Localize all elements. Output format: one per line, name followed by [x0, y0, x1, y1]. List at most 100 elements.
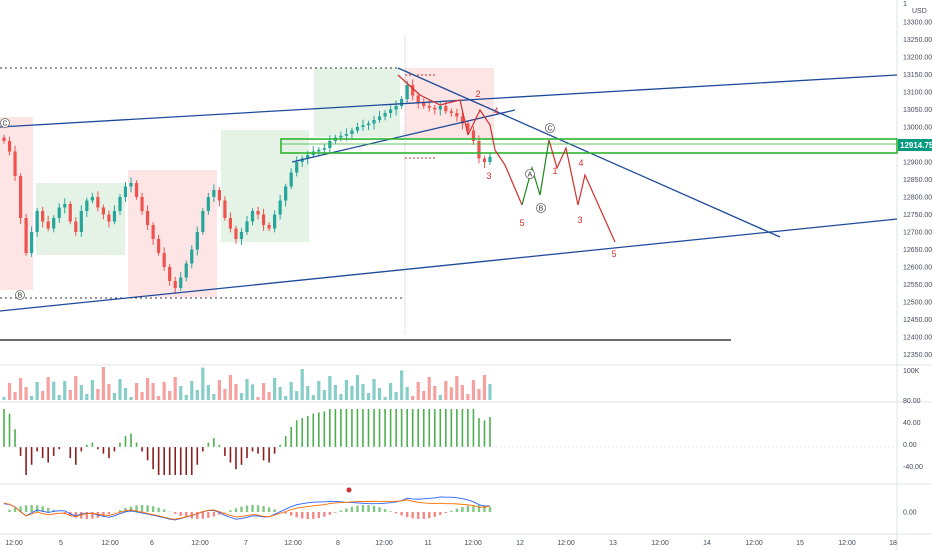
wave-label: 4	[578, 158, 583, 168]
oscillator-bar	[334, 409, 337, 447]
volume-bar	[190, 381, 194, 400]
macd-cross-dot	[346, 487, 352, 493]
volume-bar	[400, 370, 404, 400]
oscillator-bar	[351, 409, 353, 447]
volume-bar	[46, 377, 50, 400]
volume-bar	[460, 385, 464, 400]
oscillator-bar	[58, 447, 61, 450]
candle-body	[112, 211, 117, 222]
candle-body	[427, 106, 431, 108]
volume-bar	[350, 385, 354, 400]
oscillator-bar	[268, 447, 270, 463]
oscillator-bar	[213, 438, 215, 447]
macd-histogram-bar	[30, 505, 33, 512]
time-tick-label: 12:00	[745, 540, 763, 547]
highlight-zone	[128, 170, 217, 297]
wave-path-correction	[521, 139, 550, 206]
macd-histogram-bar	[107, 512, 111, 515]
volume-bar	[256, 397, 260, 400]
volume-bar	[289, 382, 293, 400]
candle-body	[195, 232, 199, 250]
candle-body	[212, 190, 216, 197]
candle-body	[350, 130, 354, 134]
macd-histogram-bar	[367, 505, 370, 512]
volume-bar	[145, 378, 150, 400]
oscillator-bar	[367, 409, 370, 447]
candle-body	[239, 232, 244, 239]
oscillator-bar	[74, 447, 77, 465]
candle-body	[118, 197, 122, 211]
volume-bar	[427, 377, 431, 400]
candle-body	[267, 225, 271, 229]
volume-bar	[18, 378, 23, 400]
volume-bar	[74, 376, 78, 400]
candle-body	[85, 200, 89, 211]
volume-bar	[140, 392, 144, 400]
volume-bar	[394, 392, 398, 400]
macd-histogram-bar	[466, 505, 470, 512]
candle-body	[24, 218, 28, 253]
time-tick-label: 12:00	[101, 540, 119, 547]
volume-bar	[123, 388, 128, 400]
oscillator-bar	[47, 447, 49, 463]
macd-histogram-bar	[433, 512, 436, 517]
trendline-lower-channel	[0, 218, 898, 312]
volume-bar	[438, 395, 442, 400]
oscillator-bar	[456, 409, 458, 447]
price-tick-label: 12800.00	[903, 195, 932, 202]
time-tick-label: 6	[150, 540, 154, 547]
macd-histogram-bar	[52, 509, 55, 512]
macd-histogram-bar	[135, 505, 138, 512]
volume-bar	[366, 393, 371, 400]
macd-histogram-bar	[273, 509, 276, 512]
oscillator-bar	[290, 427, 292, 447]
price-tick-label: 12600.00	[903, 265, 932, 272]
candle-body	[289, 172, 293, 187]
volume-bar	[201, 367, 205, 400]
oscillator-bar	[362, 409, 364, 447]
candle-body	[284, 186, 288, 201]
candle-body	[416, 95, 420, 103]
macd-histogram-bar	[13, 507, 17, 512]
volume-bar	[41, 391, 45, 400]
candle-body	[273, 214, 277, 229]
oscillator-bar	[323, 411, 326, 447]
candle-body	[101, 207, 106, 215]
volume-bar	[383, 397, 387, 400]
circled-wave-marker	[0, 118, 10, 128]
oscillator-bar	[36, 447, 38, 452]
macd-histogram-bar	[317, 512, 320, 519]
oscillator-bar	[445, 409, 447, 447]
candle-body	[140, 197, 144, 211]
candles-layer	[2, 79, 492, 294]
candle-body	[444, 106, 448, 112]
oscillator-bar	[467, 409, 469, 447]
macd-histogram-bar	[289, 512, 293, 516]
oscillator-bar	[108, 447, 110, 459]
volume-bar	[339, 394, 343, 400]
macd-histogram-bar	[488, 507, 492, 512]
macd-axis-label: 0.00	[903, 510, 917, 517]
macd-histogram-bar	[124, 508, 127, 512]
trendline-upper-channel	[0, 74, 898, 128]
price-tick-label: 13000.00	[903, 125, 932, 132]
macd-histogram-bar	[295, 512, 298, 518]
candle-body	[411, 85, 415, 96]
candle-body	[201, 211, 205, 232]
volume-bar	[284, 396, 288, 400]
macd-histogram-bar	[80, 512, 83, 519]
wave-label: 5	[611, 249, 616, 259]
volume-bar	[306, 386, 310, 400]
candle-body	[471, 130, 476, 141]
oscillator-bar	[152, 447, 154, 470]
oscillator-bar	[168, 447, 171, 475]
oscillator-bar	[196, 447, 199, 465]
oscillator-bar	[179, 447, 182, 475]
macd-histogram-bar	[240, 506, 243, 512]
volume-bar	[267, 392, 271, 400]
volume-bar	[377, 388, 382, 400]
candle-body	[190, 249, 194, 264]
volume-bar	[444, 381, 448, 400]
